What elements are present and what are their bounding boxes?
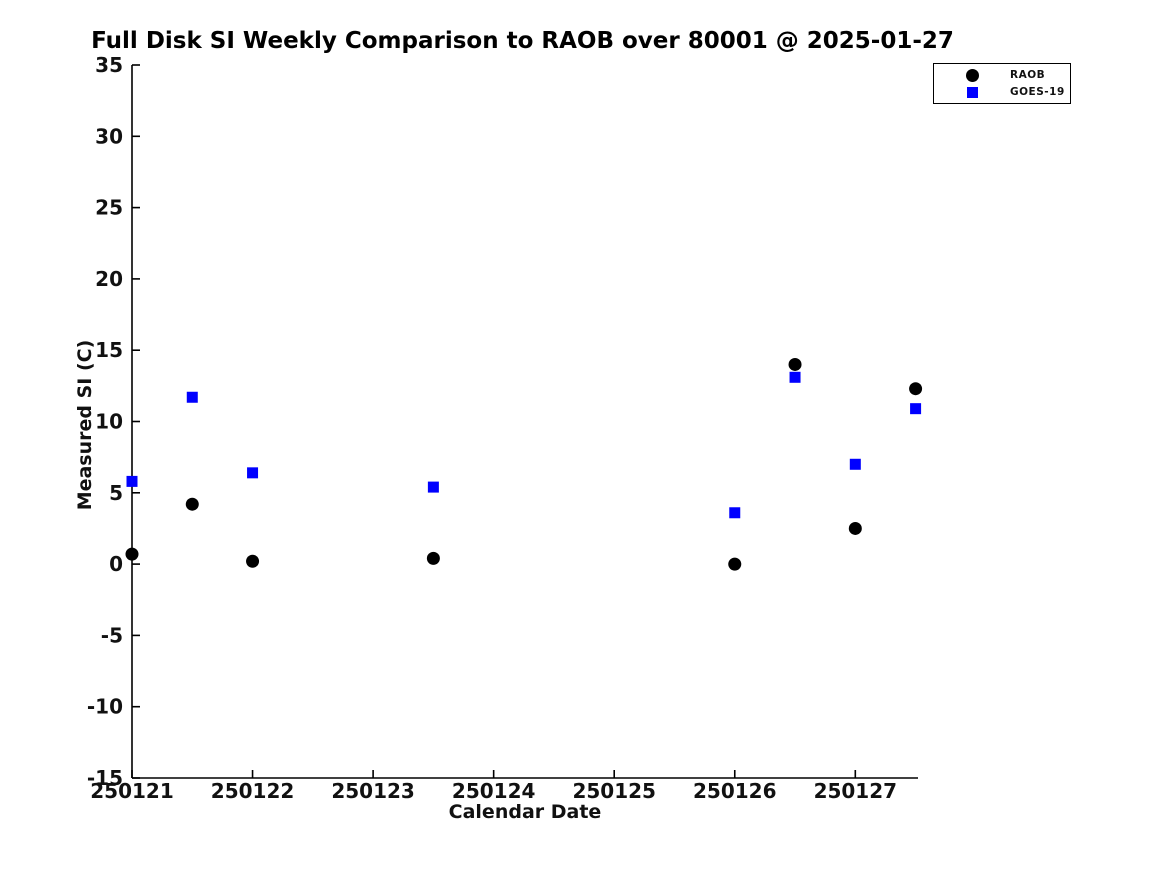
legend-label-raob: RAOB bbox=[1010, 69, 1046, 81]
goes19-point bbox=[729, 507, 741, 519]
x-tick-label: 250121 bbox=[90, 779, 174, 803]
y-tick-label: 20 bbox=[95, 267, 123, 291]
x-tick-label: 250123 bbox=[331, 779, 415, 803]
legend-marker-cell bbox=[934, 68, 1010, 82]
legend-label-goes19: GOES-19 bbox=[1010, 86, 1065, 98]
raob-point bbox=[246, 554, 260, 568]
goes19-point bbox=[910, 403, 922, 415]
raob-point bbox=[125, 547, 139, 561]
goes19-point bbox=[789, 371, 801, 383]
x-tick-label: 250124 bbox=[452, 779, 536, 803]
x-axis-title: Calendar Date bbox=[448, 801, 602, 823]
y-tick-label: 5 bbox=[109, 481, 123, 505]
x-tick-label: 250126 bbox=[693, 779, 777, 803]
legend-item-goes19: GOES-19 bbox=[934, 84, 1070, 101]
raob-point bbox=[728, 557, 742, 571]
legend: RAOB GOES-19 bbox=[933, 63, 1071, 104]
goes19-point bbox=[427, 481, 439, 493]
goes19-point bbox=[126, 475, 138, 487]
raob-circle-icon bbox=[965, 68, 979, 82]
raob-point bbox=[909, 382, 923, 396]
y-tick-label: 0 bbox=[109, 552, 123, 576]
y-tick-label: -15 bbox=[87, 766, 123, 790]
legend-item-raob: RAOB bbox=[934, 67, 1070, 84]
raob-point bbox=[185, 497, 199, 511]
y-tick-label: 15 bbox=[95, 338, 123, 362]
x-tick-label: 250125 bbox=[572, 779, 656, 803]
x-tick-label: 250122 bbox=[211, 779, 295, 803]
goes19-square-icon bbox=[966, 86, 978, 98]
y-tick-label: 25 bbox=[95, 196, 123, 220]
y-axis-title: Measured SI (C) bbox=[74, 339, 96, 511]
y-tick-label: 35 bbox=[95, 53, 123, 77]
goes19-point bbox=[849, 458, 861, 470]
y-tick-label: 30 bbox=[95, 124, 123, 148]
goes19-point bbox=[186, 391, 198, 403]
legend-marker-cell bbox=[934, 86, 1010, 98]
x-tick-label: 250127 bbox=[814, 779, 898, 803]
raob-point bbox=[788, 357, 802, 371]
raob-point bbox=[426, 551, 440, 565]
chart-title: Full Disk SI Weekly Comparison to RAOB o… bbox=[91, 28, 954, 54]
raob-point bbox=[848, 521, 862, 535]
goes19-point bbox=[247, 467, 259, 479]
y-tick-label: -5 bbox=[101, 623, 123, 647]
y-tick-label: -10 bbox=[87, 695, 123, 719]
y-tick-label: 10 bbox=[95, 410, 123, 434]
